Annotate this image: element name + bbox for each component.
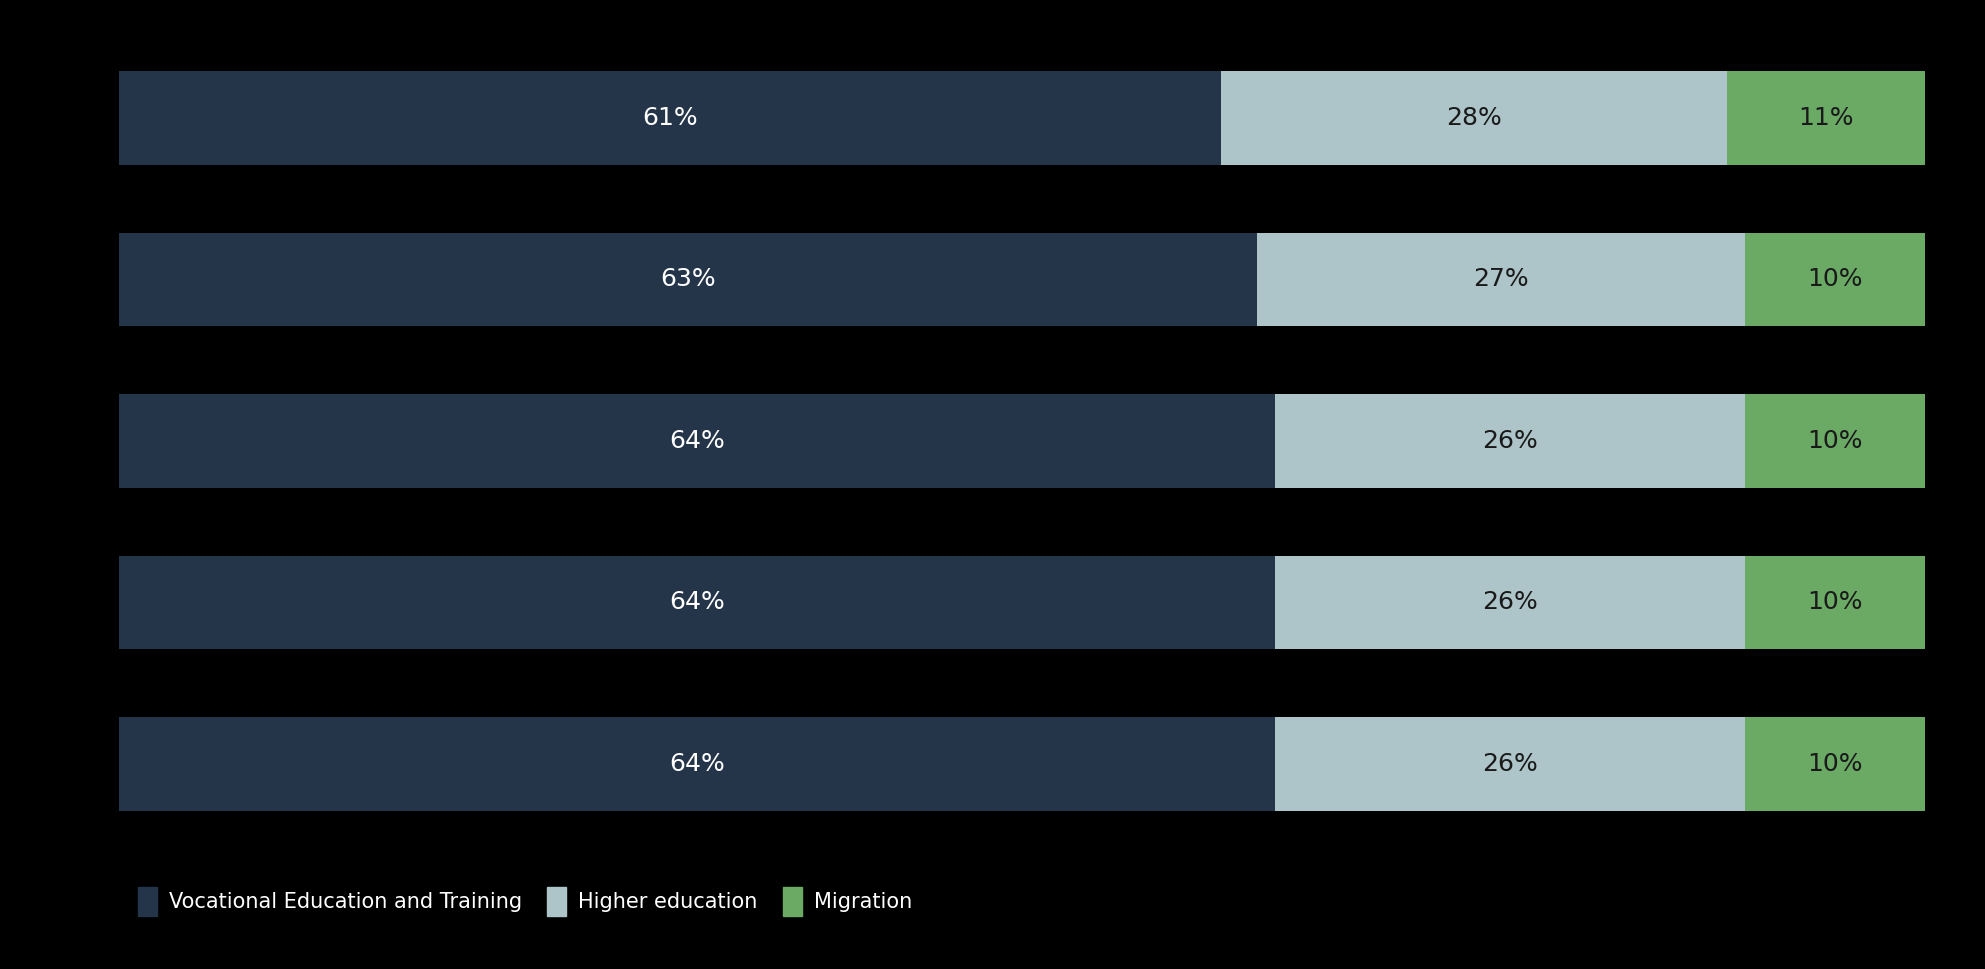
Text: 10%: 10% (1808, 752, 1862, 776)
Text: 61%: 61% (643, 106, 699, 130)
Bar (1274, 555, 1745, 649)
Bar (1745, 717, 1925, 811)
Bar (1745, 233, 1925, 327)
Bar (1745, 394, 1925, 487)
Text: 64%: 64% (669, 752, 725, 776)
Text: 26%: 26% (1483, 429, 1538, 453)
Text: 64%: 64% (669, 429, 725, 453)
Text: 10%: 10% (1808, 267, 1862, 292)
Text: 26%: 26% (1483, 752, 1538, 776)
Text: 10%: 10% (1808, 590, 1862, 614)
Bar (119, 555, 1274, 649)
Text: 10%: 10% (1808, 429, 1862, 453)
Bar (1257, 233, 1745, 327)
Text: 63%: 63% (661, 267, 717, 292)
Text: 26%: 26% (1483, 590, 1538, 614)
Bar (119, 717, 1274, 811)
Bar (1274, 717, 1745, 811)
Legend: Vocational Education and Training, Higher education, Migration: Vocational Education and Training, Highe… (129, 879, 921, 924)
Bar (1274, 394, 1745, 487)
Bar (1221, 71, 1727, 165)
Text: 11%: 11% (1798, 106, 1854, 130)
Text: 27%: 27% (1473, 267, 1528, 292)
Bar (119, 71, 1221, 165)
Bar (1727, 71, 1925, 165)
Text: 64%: 64% (669, 590, 725, 614)
Bar (119, 394, 1274, 487)
Bar (119, 233, 1257, 327)
Bar (1745, 555, 1925, 649)
Text: 28%: 28% (1445, 106, 1503, 130)
